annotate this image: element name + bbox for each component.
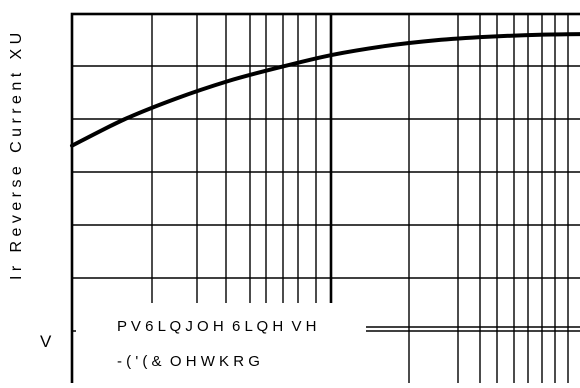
legend-item-1: - ( ' ( & O H W K R G: [117, 353, 260, 370]
legend-box: [76, 303, 366, 383]
y-axis-label: I r R e v e r s e C u r r e n t X U: [8, 33, 25, 280]
y-axis-text: V: [40, 332, 52, 351]
plot-frame: [70, 12, 580, 388]
legend-item-0: P V 6 L Q J O H 6 L Q H V H: [117, 318, 317, 335]
series-line: [70, 32, 580, 148]
